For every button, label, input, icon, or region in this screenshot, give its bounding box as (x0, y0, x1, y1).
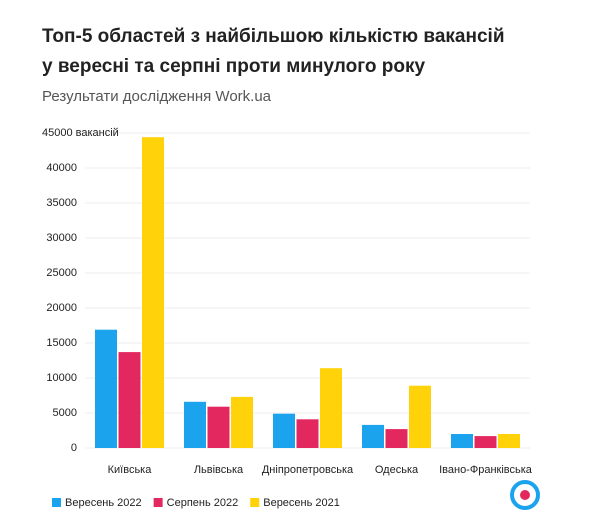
legend-swatch (52, 498, 61, 507)
y-tick-label: 5000 (53, 407, 77, 419)
y-tick-label: 40000 (46, 162, 77, 174)
bar (142, 137, 164, 448)
chart-subtitle: Результати дослідження Work.ua (42, 88, 272, 105)
bar (95, 329, 117, 448)
x-tick-label: Івано-Франківська (439, 464, 533, 476)
bar (273, 413, 295, 448)
legend-label: Вересень 2021 (263, 497, 340, 509)
y-tick-label: 30000 (46, 232, 77, 244)
y-tick-label: 20000 (46, 302, 77, 314)
legend-label: Вересень 2022 (65, 497, 142, 509)
logo-dot (520, 490, 530, 500)
bar (320, 368, 342, 448)
y-tick-label: 45000 вакансій (42, 127, 119, 139)
bar (385, 429, 408, 448)
bar (118, 352, 141, 448)
logo (510, 480, 540, 510)
x-tick-label: Одеська (375, 464, 419, 476)
legend-swatch (153, 498, 163, 507)
legend-swatch (250, 498, 260, 507)
y-tick-label: 35000 (46, 197, 77, 209)
chart-title: у вересні та серпні проти минулого року (42, 56, 425, 77)
y-tick-label: 25000 (46, 267, 77, 279)
y-tick-label: 0 (71, 442, 77, 454)
bar (184, 401, 206, 448)
y-tick-label: 15000 (46, 337, 77, 349)
legend-label: Серпень 2022 (167, 497, 239, 509)
chart-title: Топ-5 областей з найбільшою кількістю ва… (42, 26, 505, 47)
bar (498, 434, 520, 448)
bar (207, 406, 230, 448)
y-tick-label: 10000 (46, 372, 77, 384)
x-tick-label: Львівська (194, 464, 244, 476)
bar (451, 434, 473, 448)
bar (409, 385, 431, 448)
bar (231, 396, 253, 448)
logo-ring (510, 480, 540, 510)
x-tick-label: Київська (108, 464, 153, 476)
bar (362, 424, 384, 448)
x-tick-label: Дніпропетровська (262, 464, 354, 476)
bar (296, 419, 319, 448)
bar (474, 436, 497, 448)
